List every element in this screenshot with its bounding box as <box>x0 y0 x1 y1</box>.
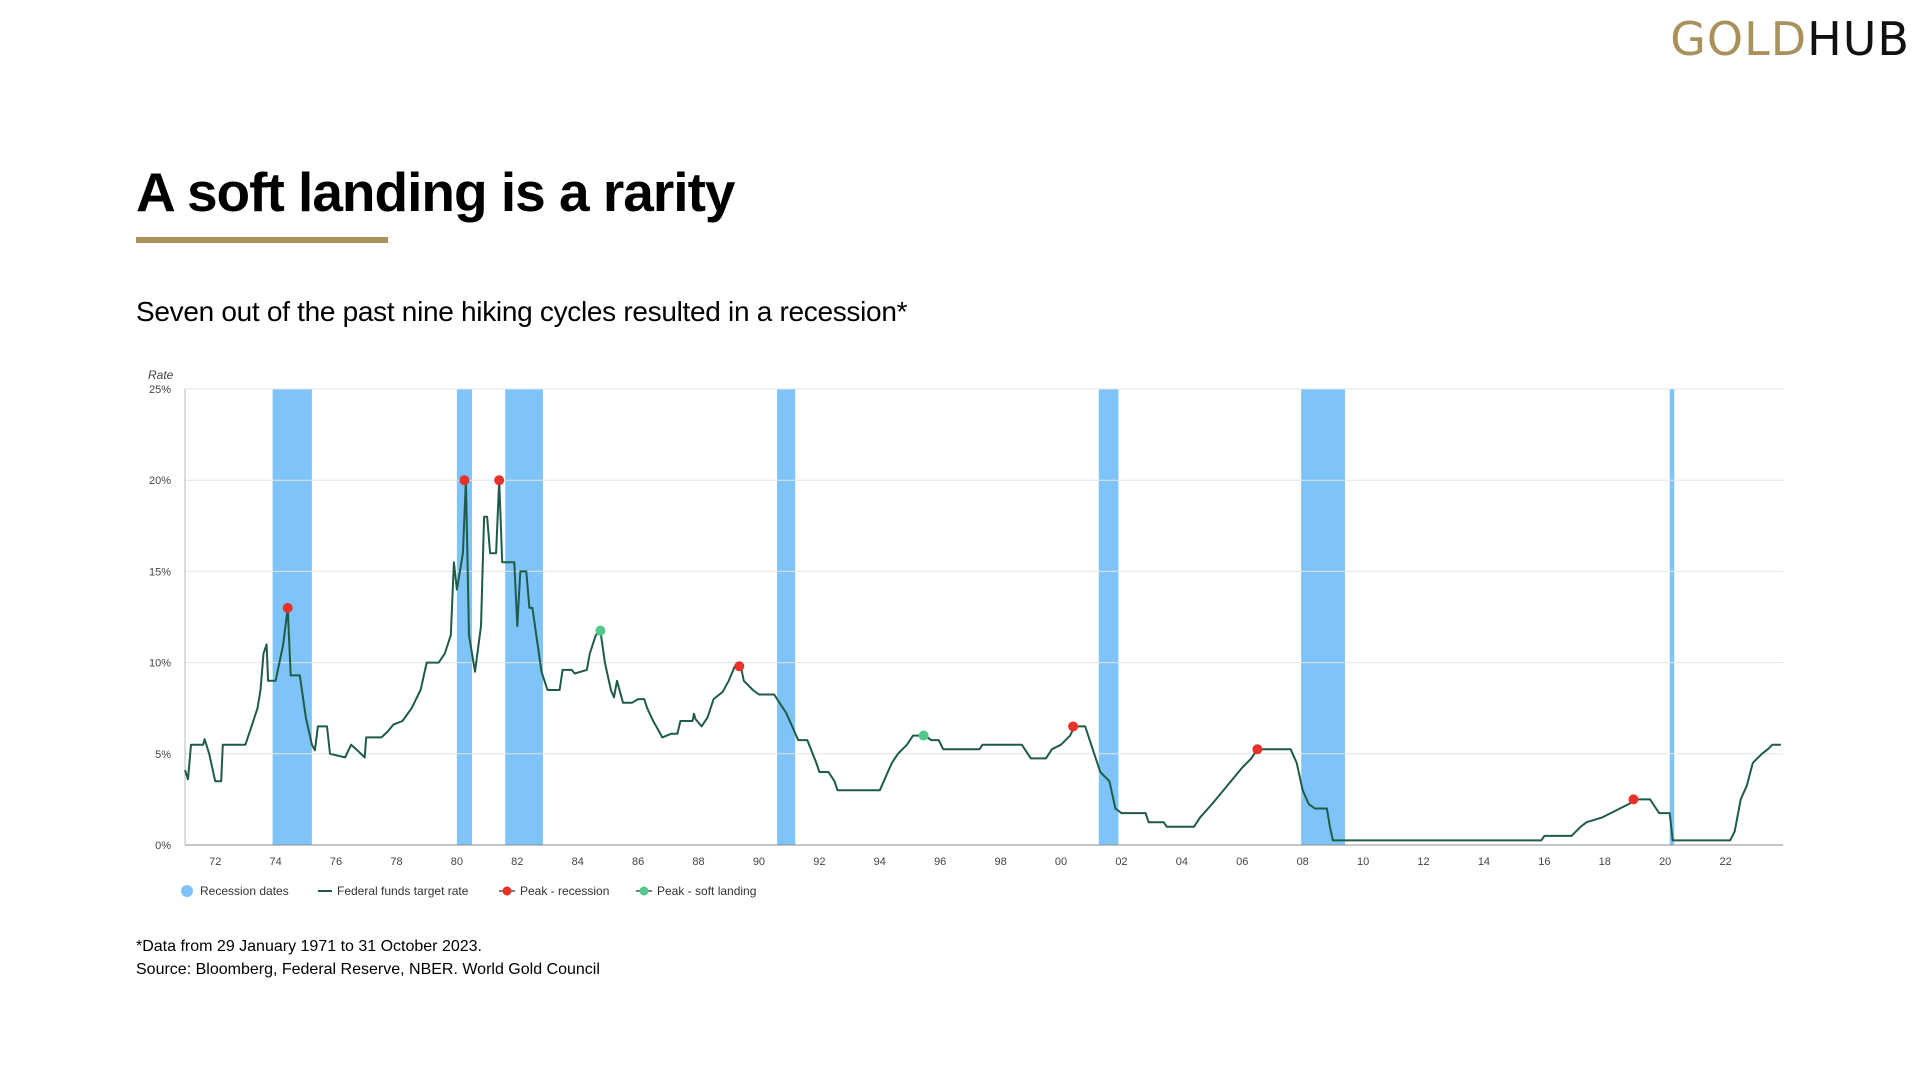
x-tick-label-98: 98 <box>994 856 1006 868</box>
x-tick-label-82: 82 <box>511 856 523 868</box>
x-tick-label-04: 04 <box>1176 856 1188 868</box>
peak-recession-marker-1 <box>282 602 293 613</box>
x-tick-label-80: 80 <box>451 856 463 868</box>
peak-recession-marker-2 <box>459 475 470 486</box>
recession-band-3 <box>505 389 543 845</box>
federal-funds-rate-line <box>184 479 1781 842</box>
x-tick-label-72: 72 <box>209 856 221 868</box>
legend-rate-label: Federal funds target rate <box>337 884 469 898</box>
peak-recession-marker-4 <box>734 661 745 672</box>
x-tick-label-18: 18 <box>1599 856 1611 868</box>
peak-markers <box>282 475 1639 805</box>
y-tick-label-10: 10% <box>149 658 171 670</box>
y-axis-label: Rate <box>148 368 174 382</box>
goldhub-logo: GOLDHUB <box>1670 12 1910 66</box>
legend-peak-recession-label: Peak - recession <box>520 884 609 898</box>
x-tick-label-94: 94 <box>874 856 886 868</box>
recession-bands <box>272 389 1675 845</box>
x-tick-label-90: 90 <box>753 856 765 868</box>
peak-soft-landing-marker-2 <box>918 730 929 741</box>
x-tick-label-22: 22 <box>1719 856 1731 868</box>
recession-band-2 <box>456 389 472 845</box>
chart-legend: Recession dates Federal funds target rat… <box>181 884 756 898</box>
y-tick-label-5: 5% <box>155 749 171 761</box>
x-tick-label-12: 12 <box>1417 856 1429 868</box>
y-tick-label-25: 25% <box>149 384 171 396</box>
y-tick-labels: 0% 5% 10% 15% 20% 25% <box>149 384 171 852</box>
footnotes: *Data from 29 January 1971 to 31 October… <box>136 935 600 981</box>
recession-band-6 <box>1301 389 1345 845</box>
legend-peak-soft-label: Peak - soft landing <box>657 884 756 898</box>
legend-recession-swatch <box>181 885 193 897</box>
gridlines <box>185 388 1783 755</box>
x-tick-label-00: 00 <box>1055 856 1067 868</box>
peak-recession-marker-6 <box>1252 744 1263 755</box>
x-tick-label-16: 16 <box>1538 856 1550 868</box>
page-title: A soft landing is a rarity <box>136 161 735 223</box>
x-tick-label-96: 96 <box>934 856 946 868</box>
footnote-data-range: *Data from 29 January 1971 to 31 October… <box>136 938 482 955</box>
x-tick-label-92: 92 <box>813 856 825 868</box>
x-tick-label-86: 86 <box>632 856 644 868</box>
x-tick-label-10: 10 <box>1357 856 1369 868</box>
logo-hub-text: HUB <box>1807 12 1910 66</box>
peak-recession-marker-3 <box>494 475 505 486</box>
recession-band-7 <box>1669 389 1675 845</box>
legend-peak-soft: Peak - soft landing <box>636 884 756 898</box>
legend-peak-soft-swatch <box>639 886 649 896</box>
x-tick-label-06: 06 <box>1236 856 1248 868</box>
legend-recession-dates: Recession dates <box>181 884 289 898</box>
y-tick-label-20: 20% <box>149 475 171 487</box>
title-underline <box>136 237 388 243</box>
x-tick-label-84: 84 <box>572 856 584 868</box>
y-tick-label-15: 15% <box>149 566 171 578</box>
x-tick-label-78: 78 <box>390 856 402 868</box>
legend-rate-line: Federal funds target rate <box>318 884 469 898</box>
x-tick-labels: 72 74 76 78 80 82 84 86 88 90 92 94 96 98 00 02 04 06 08 10… <box>209 856 1732 868</box>
chart-subtitle: Seven out of the past nine hiking cycles… <box>136 296 908 327</box>
x-tick-label-08: 08 <box>1297 856 1309 868</box>
recession-band-1 <box>272 389 312 845</box>
peak-soft-landing-marker-1 <box>595 625 606 636</box>
x-tick-label-88: 88 <box>692 856 704 868</box>
recession-band-4 <box>777 389 796 845</box>
peak-recession-marker-5 <box>1068 721 1079 732</box>
x-tick-label-74: 74 <box>269 856 281 868</box>
legend-recession-label: Recession dates <box>200 884 289 898</box>
legend-peak-recession-swatch <box>502 886 512 896</box>
y-tick-label-0: 0% <box>155 840 171 852</box>
x-tick-label-20: 20 <box>1659 856 1671 868</box>
x-tick-label-14: 14 <box>1478 856 1490 868</box>
x-tick-label-76: 76 <box>330 856 342 868</box>
legend-peak-recession: Peak - recession <box>499 884 609 898</box>
recession-band-5 <box>1098 389 1119 845</box>
logo-gold-text: GOLD <box>1670 12 1808 66</box>
peak-recession-marker-7 <box>1628 794 1639 805</box>
footnote-source: Source: Bloomberg, Federal Reserve, NBER… <box>136 961 600 978</box>
x-tick-label-02: 02 <box>1115 856 1127 868</box>
